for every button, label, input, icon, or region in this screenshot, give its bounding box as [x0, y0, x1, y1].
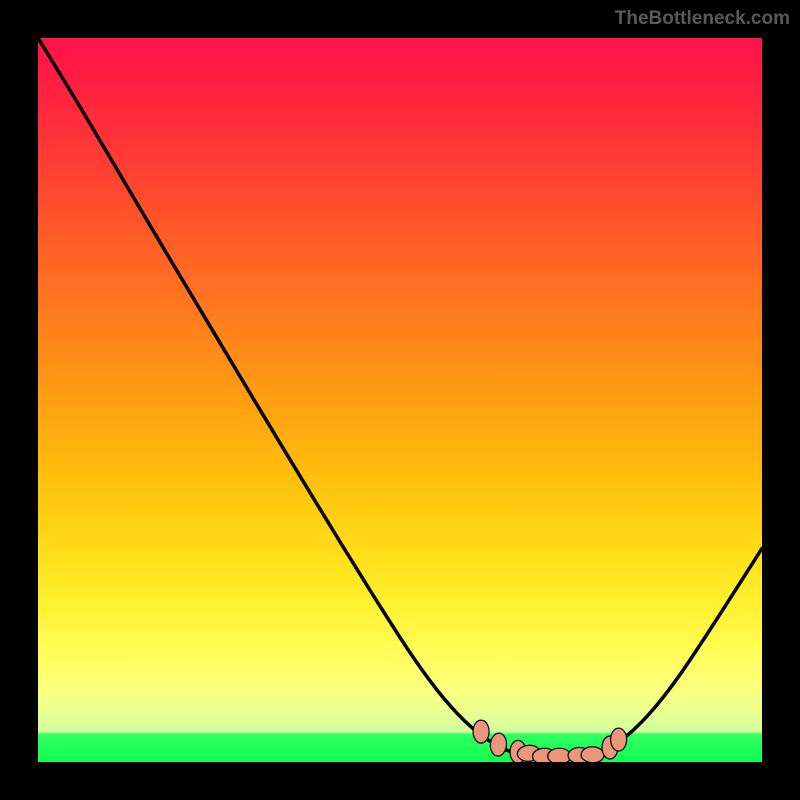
marker-point — [611, 728, 627, 751]
watermark-text: TheBottleneck.com — [615, 8, 790, 30]
plot-area — [38, 38, 762, 762]
marker-point — [548, 748, 571, 762]
marker-point — [581, 746, 605, 762]
bottleneck-curve — [38, 38, 762, 760]
chart-container — [0, 0, 800, 800]
marker-point — [473, 720, 489, 743]
marker-point — [489, 732, 507, 756]
curve-layer — [38, 38, 762, 762]
markers-group — [473, 720, 627, 762]
